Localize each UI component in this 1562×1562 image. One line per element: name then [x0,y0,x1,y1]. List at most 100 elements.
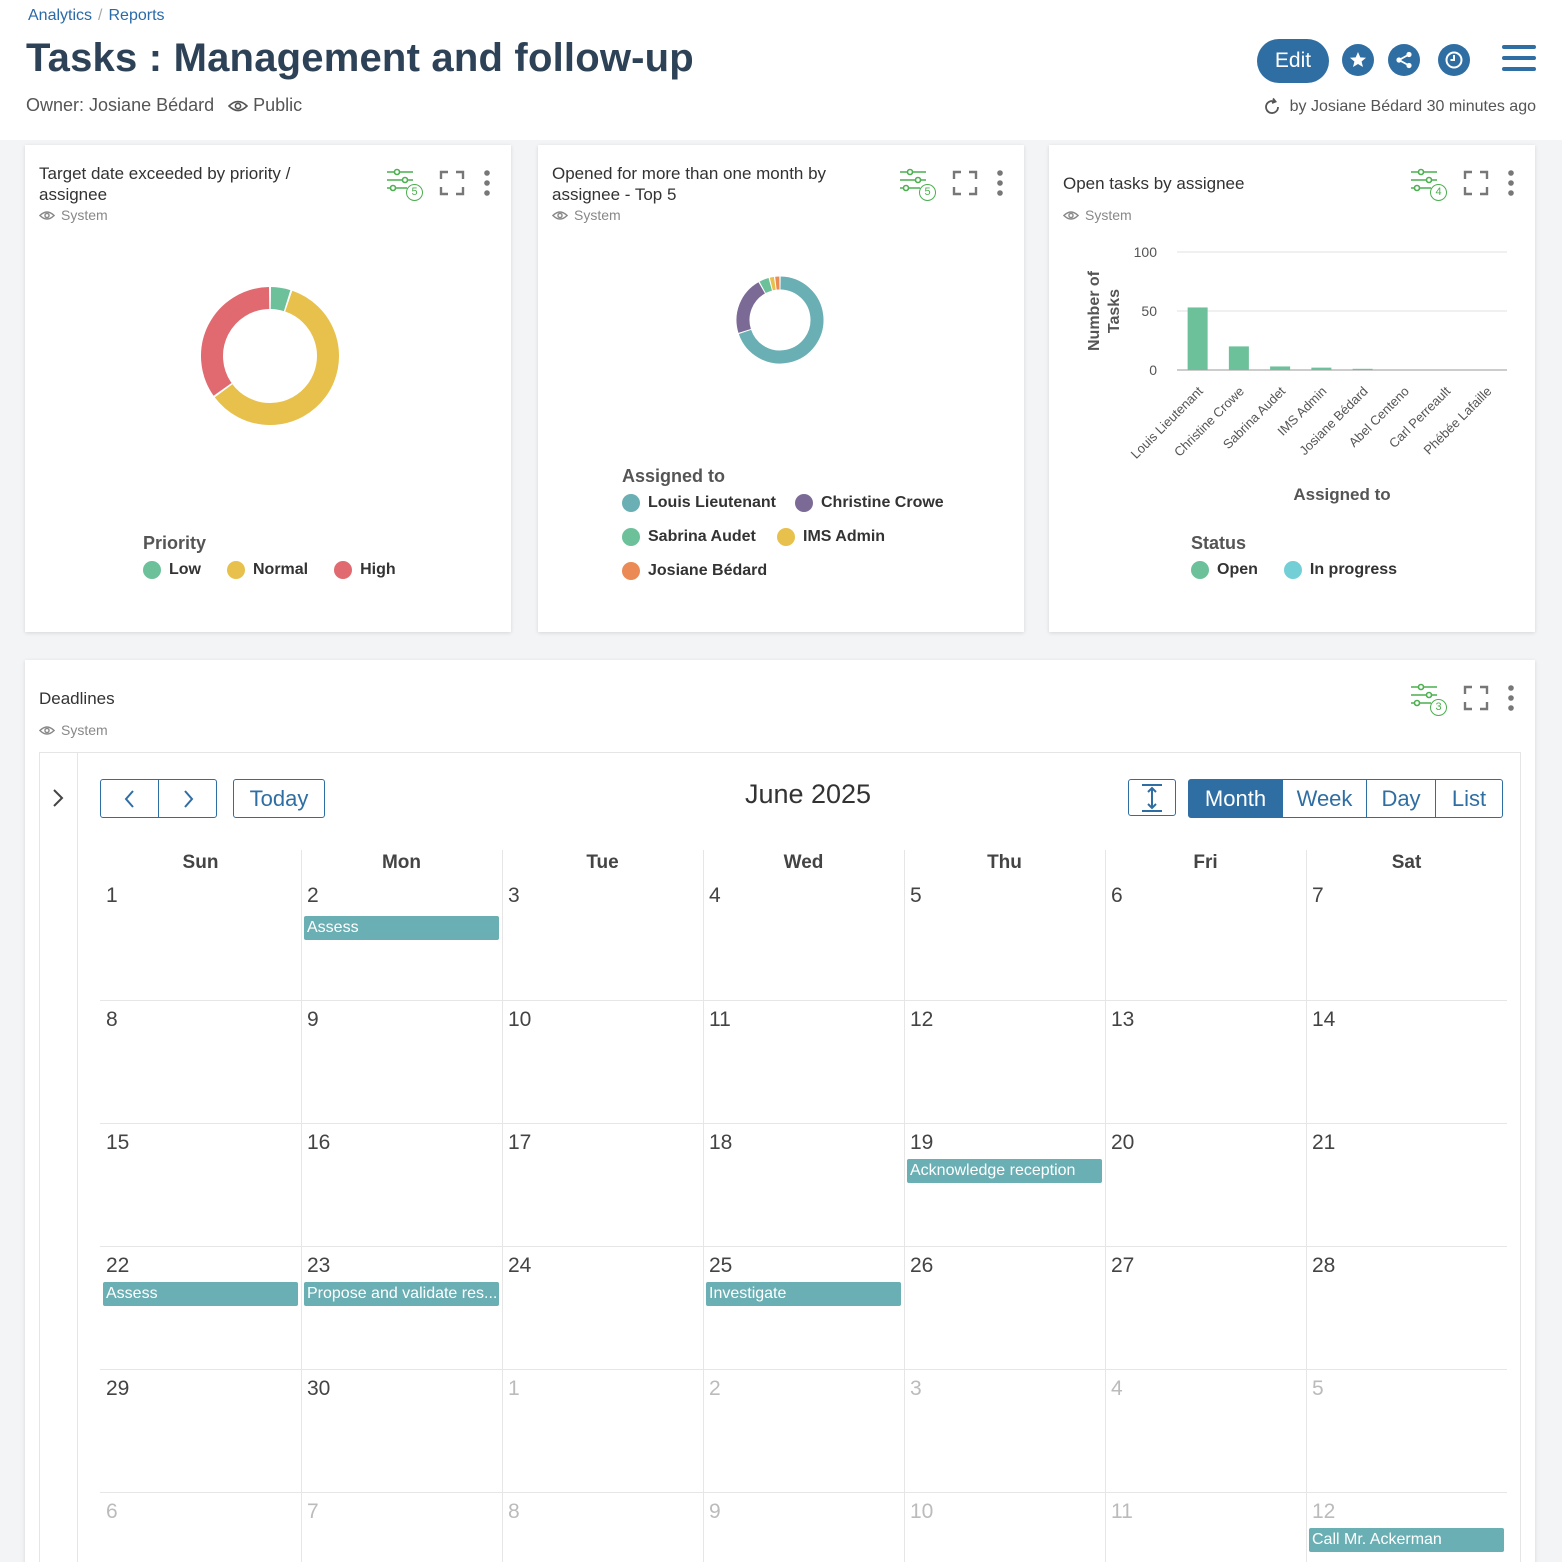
more-vertical-icon[interactable] [1507,169,1515,197]
calendar-day-cell[interactable]: 10 [904,1492,1105,1562]
day-number[interactable]: 12 [1312,1500,1336,1523]
calendar-day-cell[interactable]: 14 [1306,1000,1507,1123]
calendar-day-cell[interactable]: 3 [904,1369,1105,1492]
calendar-day-cell[interactable]: 11 [1105,1492,1306,1562]
day-number[interactable]: 15 [106,1131,130,1154]
calendar-event[interactable]: Propose and validate res... [304,1282,499,1306]
day-number[interactable]: 11 [709,1008,731,1031]
filter-button[interactable]: 3 [1409,682,1447,716]
prev-button[interactable] [100,779,159,818]
favorite-button[interactable] [1342,44,1374,76]
legend-item-sabrina[interactable]: Sabrina Audet [622,528,756,546]
calendar-day-cell[interactable]: 5 [904,880,1105,1003]
calendar-event[interactable]: Investigate [706,1282,901,1306]
calendar-day-cell[interactable]: 6 [100,1492,301,1562]
calendar-day-cell[interactable]: 10 [502,1000,703,1123]
bar-ims-admin[interactable] [1311,367,1332,370]
today-button[interactable]: Today [233,779,325,818]
calendar-day-cell[interactable]: 29 [100,1369,301,1492]
day-number[interactable]: 5 [1312,1377,1324,1400]
day-number[interactable]: 8 [106,1008,118,1031]
calendar-day-cell[interactable]: 16 [301,1123,502,1246]
legend-item-normal[interactable]: Normal [227,561,308,579]
more-vertical-icon[interactable] [483,169,491,197]
bar-josiane-b-dard[interactable] [1352,368,1373,370]
donut-slice-ims-admin[interactable] [769,276,776,291]
day-number[interactable]: 16 [307,1131,331,1154]
day-number[interactable]: 21 [1312,1131,1336,1154]
day-number[interactable]: 7 [1312,884,1324,907]
day-number[interactable]: 3 [910,1377,922,1400]
day-number[interactable]: 18 [709,1131,733,1154]
calendar-day-cell[interactable]: 1 [502,1369,703,1492]
calendar-day-cell[interactable]: 28 [1306,1246,1507,1369]
calendar-event[interactable]: Assess [304,916,499,940]
calendar-day-cell[interactable]: 23 [301,1246,502,1369]
calendar-event[interactable]: Acknowledge reception [907,1159,1102,1183]
calendar-day-cell[interactable]: 8 [100,1000,301,1123]
day-number[interactable]: 12 [910,1008,934,1031]
day-number[interactable]: 10 [508,1008,532,1031]
legend-item-ims[interactable]: IMS Admin [777,528,885,546]
legend-item-louis[interactable]: Louis Lieutenant [622,494,776,512]
calendar-day-cell[interactable]: 2 [301,880,502,1003]
day-number[interactable]: 1 [106,884,118,907]
day-number[interactable]: 17 [508,1131,532,1154]
calendar-day-cell[interactable]: 18 [703,1123,904,1246]
calendar-day-cell[interactable]: 21 [1306,1123,1507,1246]
calendar-event[interactable]: Call Mr. Ackerman [1309,1528,1504,1552]
donut-slice-high[interactable] [201,287,270,396]
day-number[interactable]: 13 [1111,1008,1135,1031]
fullscreen-icon[interactable] [1463,685,1489,711]
day-number[interactable]: 23 [307,1254,331,1277]
next-button[interactable] [158,779,217,818]
refresh-icon[interactable] [1262,97,1282,117]
day-number[interactable]: 1 [508,1377,520,1400]
view-list-button[interactable]: List [1436,779,1503,818]
day-number[interactable]: 26 [910,1254,934,1277]
day-number[interactable]: 22 [106,1254,130,1277]
calendar-day-cell[interactable]: 12 [904,1000,1105,1123]
calendar-day-cell[interactable]: 2 [703,1369,904,1492]
calendar-day-cell[interactable]: 22 [100,1246,301,1369]
day-number[interactable]: 4 [709,884,721,907]
legend-item-in-progress[interactable]: In progress [1283,561,1397,579]
edit-button[interactable]: Edit [1257,39,1329,83]
legend-item-low[interactable]: Low [143,561,201,579]
day-number[interactable]: 5 [910,884,922,907]
calendar-day-cell[interactable]: 25 [703,1246,904,1369]
day-number[interactable]: 11 [1111,1500,1133,1523]
day-number[interactable]: 14 [1312,1008,1336,1031]
calendar-day-cell[interactable]: 4 [703,880,904,1003]
fullscreen-icon[interactable] [1463,170,1489,196]
calendar-day-cell[interactable]: 8 [502,1492,703,1562]
day-number[interactable]: 19 [910,1131,934,1154]
share-button[interactable] [1388,44,1420,76]
calendar-day-cell[interactable]: 26 [904,1246,1105,1369]
filter-button[interactable]: 4 [1409,167,1447,201]
legend-item-high[interactable]: High [334,561,396,579]
menu-button[interactable] [1502,45,1536,75]
calendar-side-panel-toggle[interactable] [39,752,78,1562]
history-button[interactable] [1438,44,1470,76]
expand-rows-button[interactable] [1128,779,1176,816]
fullscreen-icon[interactable] [952,170,978,196]
calendar-day-cell[interactable]: 24 [502,1246,703,1369]
calendar-day-cell[interactable]: 20 [1105,1123,1306,1246]
filter-button[interactable]: 5 [898,167,936,201]
calendar-day-cell[interactable]: 19 [904,1123,1105,1246]
calendar-day-cell[interactable]: 17 [502,1123,703,1246]
calendar-day-cell[interactable]: 15 [100,1123,301,1246]
day-number[interactable]: 2 [307,884,319,907]
day-number[interactable]: 4 [1111,1377,1123,1400]
calendar-day-cell[interactable]: 9 [703,1492,904,1562]
day-number[interactable]: 10 [910,1500,934,1523]
calendar-day-cell[interactable]: 30 [301,1369,502,1492]
view-month-button[interactable]: Month [1188,779,1283,818]
calendar-day-cell[interactable]: 6 [1105,880,1306,1003]
donut-slice-low[interactable] [270,287,291,312]
view-week-button[interactable]: Week [1283,779,1367,818]
bar-sabrina-audet[interactable] [1270,366,1291,370]
bar-louis-lieutenant[interactable] [1187,307,1208,370]
day-number[interactable]: 6 [1111,884,1123,907]
